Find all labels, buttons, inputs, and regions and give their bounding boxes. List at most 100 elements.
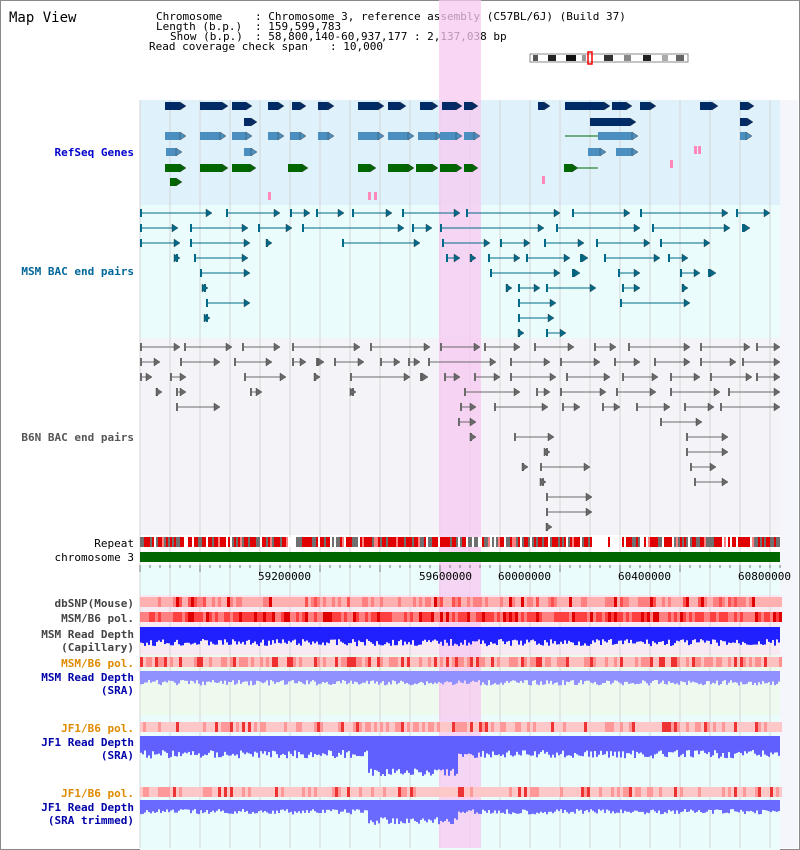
jf1-b6-pol-heat-cell <box>710 722 713 732</box>
msm-b6-pol-heat-cell <box>206 612 209 622</box>
msm-sra-depth-bar <box>356 671 358 683</box>
msm-capillary-depth-bar <box>598 627 600 641</box>
track-label-jf1-depth-trim[interactable]: JF1 Read Depth <box>41 801 134 814</box>
repeat-element <box>536 537 538 547</box>
repeat-element <box>242 537 244 547</box>
jf1-b6-pol-heat-cell <box>347 787 350 797</box>
track-label-b6n-bac[interactable]: B6N BAC end pairs <box>21 431 134 444</box>
jf1-b6-pol-heat-cell <box>365 787 368 797</box>
dbsnp-heat-cell <box>479 597 482 607</box>
jf1-b6-pol-heat-cell <box>587 787 590 797</box>
msm-b6-pol-heat-cell <box>608 657 611 667</box>
jf1-sra-depth-bar <box>476 736 478 758</box>
repeat-element <box>736 537 738 547</box>
track-label-msm-b6-pol-2[interactable]: MSM/B6 pol. <box>61 657 134 670</box>
jf1-trimmed-depth-bar <box>278 800 280 814</box>
heat-tracks[interactable] <box>140 597 782 797</box>
msm-sra-depth-bar <box>774 671 776 686</box>
jf1-b6-pol-heat-cell <box>350 787 353 797</box>
repeat-element <box>522 537 524 547</box>
depth-tracks[interactable] <box>140 627 780 825</box>
msm-b6-pol-heat-cell <box>290 612 293 622</box>
b6n-bac-track[interactable] <box>140 342 781 532</box>
jf1-b6-pol-heat-cell <box>458 722 461 732</box>
msm-capillary-depth-bar <box>634 627 636 644</box>
jf1-b6-pol-heat-cell <box>710 787 713 797</box>
msm-bac-pair-end <box>618 269 620 277</box>
repeat-element <box>506 537 508 547</box>
jf1-sra-depth-bar <box>230 736 232 756</box>
track-label-refseq[interactable]: RefSeq Genes <box>54 146 134 159</box>
jf1-trimmed-depth-bar <box>288 800 290 813</box>
jf1-b6-pol-heat-cell <box>773 722 776 732</box>
repeat-element <box>210 537 212 547</box>
jf1-sra-depth-bar <box>562 736 564 751</box>
msm-b6-pol-heat-cell <box>200 612 203 622</box>
jf1-trimmed-depth-bar <box>572 800 574 812</box>
track-label-msm-bac[interactable]: MSM BAC end pairs <box>21 265 134 278</box>
msm-bac-pair-end <box>622 284 624 292</box>
jf1-b6-pol-heat-cell <box>650 722 653 732</box>
chromosome-bar[interactable] <box>140 552 780 562</box>
jf1-b6-pol-heat-cell <box>464 722 467 732</box>
msm-bac-pair-arrow <box>469 253 477 263</box>
b6n-bac-pair-end <box>536 388 538 396</box>
msm-sra-depth-bar <box>450 671 452 682</box>
msm-b6-pol-heat-cell <box>473 657 476 667</box>
track-label-repeat[interactable]: Repeat <box>94 537 134 550</box>
msm-sra-depth-bar <box>194 671 196 684</box>
msm-sra-depth-bar <box>634 671 636 685</box>
chromosome-ideogram[interactable] <box>529 51 689 65</box>
repeat-track[interactable] <box>140 537 780 547</box>
repeat-element <box>690 537 692 547</box>
jf1-trimmed-depth-bar <box>518 800 520 814</box>
msm-capillary-depth-bar <box>186 627 188 643</box>
msm-bac-track[interactable] <box>140 208 771 338</box>
track-label-msm-b6-pol-1[interactable]: MSM/B6 pol. <box>61 612 134 625</box>
msm-b6-pol-heat-cell <box>764 657 767 667</box>
msm-sra-depth-bar <box>288 671 290 682</box>
jf1-trimmed-depth-bar <box>250 800 252 814</box>
msm-sra-depth-bar <box>362 671 364 683</box>
track-label-msm-depth-cap[interactable]: MSM Read Depth <box>41 628 134 641</box>
b6n-bac-pair-arrow <box>695 417 703 427</box>
refseq-genes-track[interactable] <box>165 101 755 200</box>
msm-bac-pair-end <box>580 254 582 262</box>
jf1-b6-pol-heat-cell <box>173 722 176 732</box>
msm-capillary-depth-bar <box>660 627 662 642</box>
msm-sra-depth-bar <box>568 671 570 683</box>
jf1-b6-pol-heat-cell <box>590 722 593 732</box>
msm-sra-depth-bar <box>184 671 186 681</box>
b6n-bac-pair-arrow <box>299 357 307 367</box>
jf1-b6-pol-heat-cell <box>143 787 146 797</box>
jf1-trimmed-depth-bar <box>514 800 516 814</box>
jf1-b6-pol-heat-cell <box>731 722 734 732</box>
msm-sra-depth-bar <box>778 671 780 682</box>
repeat-element <box>380 537 382 547</box>
msm-capillary-depth-bar <box>334 627 336 640</box>
jf1-trimmed-depth-bar <box>468 800 470 811</box>
jf1-trimmed-depth-bar <box>412 800 414 819</box>
jf1-b6-pol-heat-cell <box>557 722 560 732</box>
jf1-trimmed-depth-bar <box>706 800 708 812</box>
jf1-trimmed-depth-bar <box>338 800 340 814</box>
msm-capillary-depth-bar <box>280 627 282 644</box>
jf1-trimmed-depth-bar <box>366 800 368 811</box>
msm-sra-depth-bar <box>588 671 590 681</box>
track-label-jf1-b6-pol-2[interactable]: JF1/B6 pol. <box>61 787 134 800</box>
track-label-dbsnp[interactable]: dbSNP(Mouse) <box>54 597 134 610</box>
msm-sra-depth-bar <box>506 671 508 681</box>
msm-capillary-depth-bar <box>702 627 704 641</box>
track-label-jf1-b6-pol-1[interactable]: JF1/B6 pol. <box>61 722 134 735</box>
jf1-trimmed-depth-bar <box>556 800 558 810</box>
track-label-jf1-depth-sra[interactable]: JF1 Read Depth <box>41 736 134 749</box>
repeat-element <box>172 537 174 547</box>
jf1-trimmed-depth-bar <box>738 800 740 813</box>
track-label-chromosome[interactable]: chromosome 3 <box>54 551 134 564</box>
msm-b6-pol-heat-cell <box>716 612 719 622</box>
msm-sra-depth-bar <box>352 671 354 684</box>
jf1-sra-depth-bar <box>722 736 724 754</box>
track-label-msm-depth-sra[interactable]: MSM Read Depth <box>41 671 134 684</box>
msm-capillary-depth-bar <box>492 627 494 644</box>
